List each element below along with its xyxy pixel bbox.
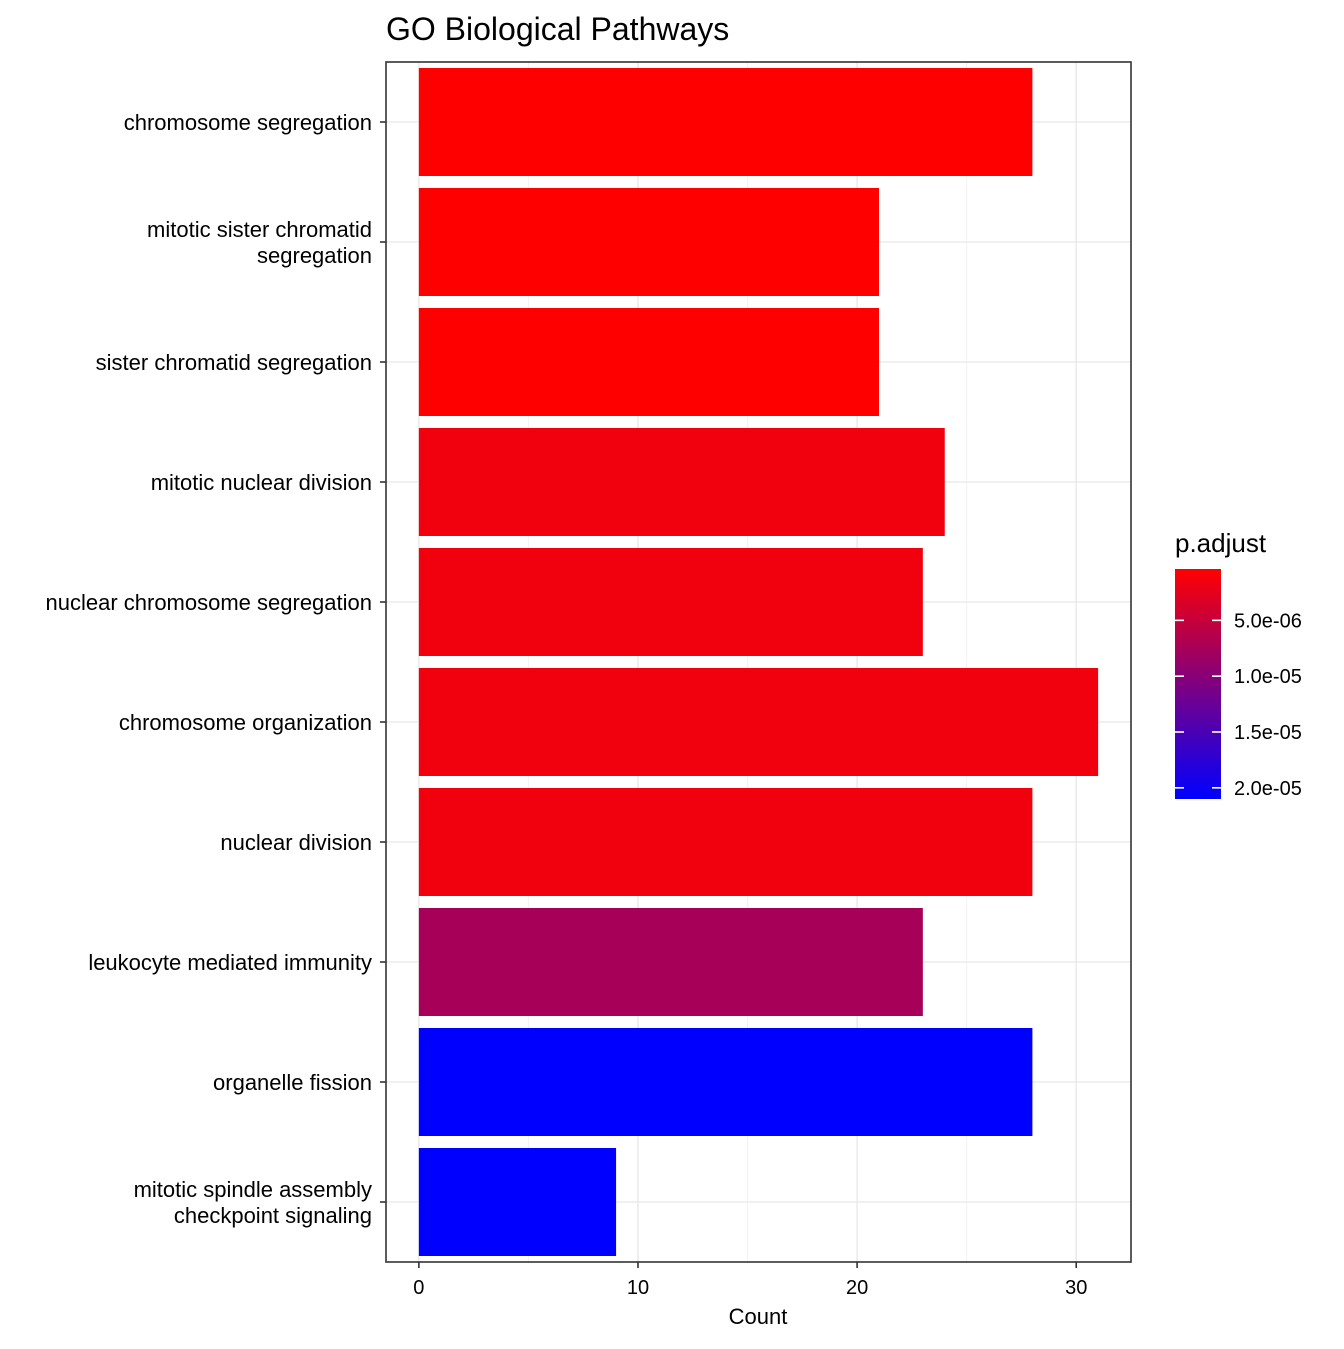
bar — [418, 68, 1033, 176]
category-label: mitotic nuclear division — [151, 470, 372, 495]
legend: p.adjust 5.0e-06 1.0e-05 1.5e-05 2.0e-05 — [1175, 528, 1302, 800]
category-label: nuclear chromosome segregation — [45, 590, 372, 615]
x-tick-label: 30 — [1065, 1277, 1087, 1299]
panel-border — [385, 61, 1132, 1263]
legend-label: 1.5e-05 — [1234, 722, 1302, 744]
legend-label: 2.0e-05 — [1234, 778, 1302, 800]
legend-label: 5.0e-06 — [1234, 610, 1302, 632]
category-label: leukocyte mediated immunity — [88, 950, 372, 975]
x-tick-label: 0 — [413, 1277, 424, 1299]
bar — [418, 1028, 1033, 1136]
legend-colorbar — [1175, 569, 1221, 799]
x-axis-title: Count — [729, 1304, 788, 1329]
category-label: organelle fission — [213, 1070, 372, 1095]
bar — [418, 908, 923, 1016]
bar — [418, 1148, 617, 1256]
category-label: chromosome segregation — [124, 110, 372, 135]
bar — [418, 668, 1099, 776]
bar — [418, 428, 945, 536]
bar — [418, 308, 880, 416]
x-tick-label: 20 — [846, 1277, 868, 1299]
plot-panel: chromosome segregation mitotic sister chr… — [45, 61, 1132, 1299]
category-label: sister chromatid segregation — [96, 350, 372, 375]
category-label: nuclear division — [220, 830, 372, 855]
category-label: mitotic spindle assembly checkpoint signa… — [134, 1177, 372, 1228]
legend-title: p.adjust — [1175, 528, 1267, 558]
category-label: mitotic sister chromatid segregation — [147, 217, 372, 268]
bar — [418, 188, 880, 296]
bar — [418, 548, 923, 656]
x-tick-label: 10 — [627, 1277, 649, 1299]
category-label: chromosome organization — [119, 710, 372, 735]
chart-title: GO Biological Pathways — [386, 11, 729, 47]
bar — [418, 788, 1033, 896]
legend-label: 1.0e-05 — [1234, 666, 1302, 688]
